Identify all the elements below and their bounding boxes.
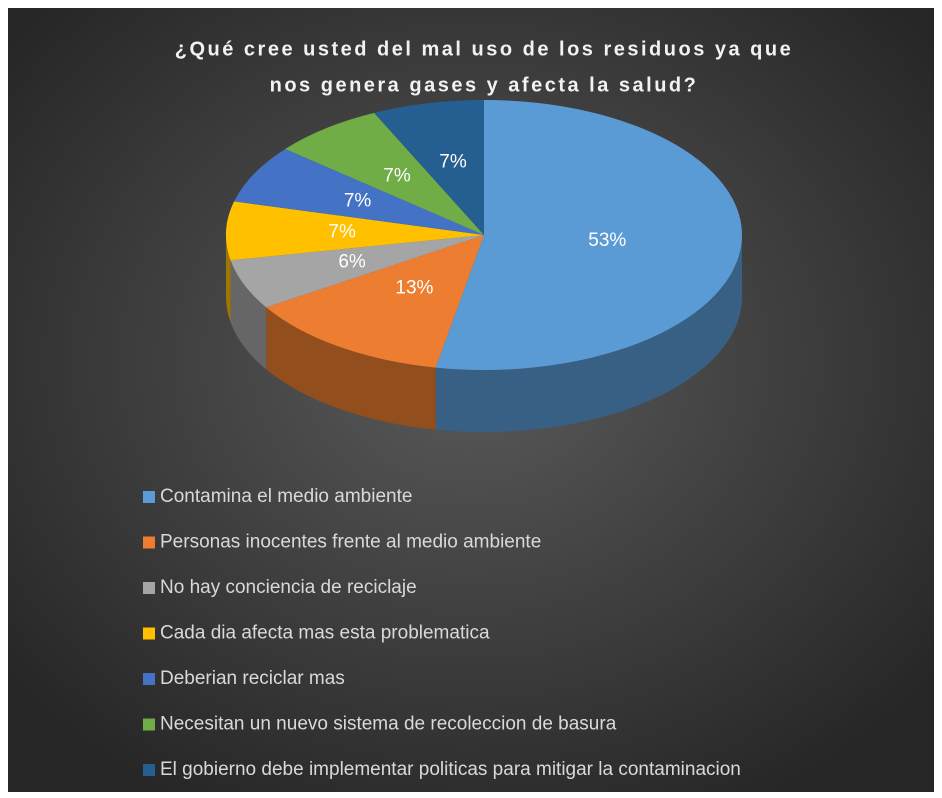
slice-side [435,235,742,432]
data-label: 6% [338,251,366,272]
pie-slice [435,100,743,370]
pie-slice [285,112,484,235]
slice-side [226,235,231,323]
legend-swatch [143,718,155,731]
data-label: 7% [344,190,372,211]
legend: Contamina el medio ambiente Personas inoc… [143,486,741,780]
slice-side [230,260,267,370]
legend-swatch [143,491,155,503]
data-label: 53% [588,230,626,251]
legend-label: El gobierno debe implementar politicas p… [160,759,741,780]
data-label: 7% [383,165,411,186]
data-label: 7% [439,152,467,173]
legend-swatch [143,764,155,776]
legend-swatch [143,627,155,640]
pie-slice [230,235,484,308]
slice-side [266,307,436,430]
legend-label: Contamina el medio ambiente [160,486,412,507]
legend-label: Deberian reciclar mas [160,668,345,689]
chart-title: nos genera gases y afecta la salud? [270,74,699,96]
legend-swatch [143,582,155,594]
legend-label: Personas inocentes frente al medio ambie… [160,532,541,553]
pie-tops [226,100,743,370]
legend-swatch [143,536,155,549]
legend-label: Necesitan un nuevo sistema de recoleccio… [160,714,617,735]
pie-slice [374,100,484,235]
data-label: 13% [395,278,433,299]
legend-label: No hay conciencia de reciclaje [160,577,417,598]
pie-slice [266,235,484,368]
pie-slice [226,201,484,261]
pie-slice [234,148,484,235]
legend-swatch [143,673,155,685]
data-label: 7% [328,222,356,243]
data-labels: 53% 13% 6% 7% 7% 7% 7% [328,152,626,299]
pie-sides [226,235,742,432]
chart-title: ¿Qué cree usted del mal uso de los resid… [175,38,794,60]
legend-label: Cada dia afecta mas esta problematica [160,623,490,644]
